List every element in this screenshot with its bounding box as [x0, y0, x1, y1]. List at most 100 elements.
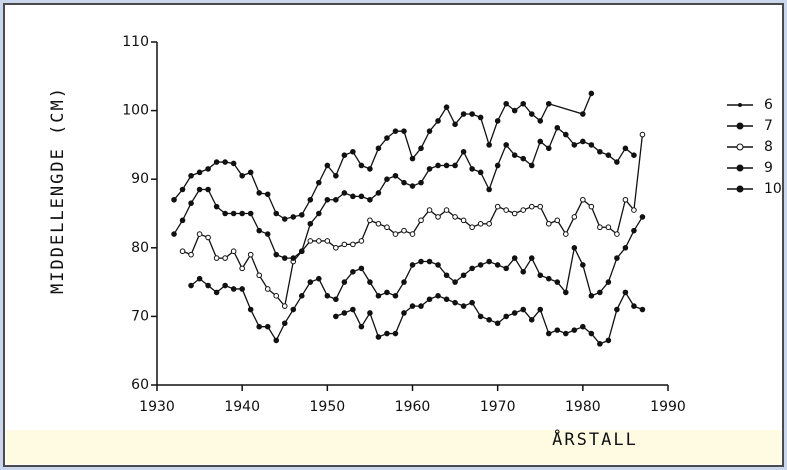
data-point — [435, 262, 441, 268]
data-point — [639, 131, 646, 138]
x-tick-label: 1960 — [395, 399, 431, 415]
data-point — [631, 152, 637, 158]
data-point — [486, 258, 492, 265]
data-point — [528, 111, 535, 117]
data-point — [528, 162, 535, 169]
y-tick-label: 70 — [131, 308, 149, 324]
data-point — [196, 169, 203, 176]
data-point — [316, 210, 322, 217]
data-point — [239, 210, 245, 217]
data-point — [188, 282, 194, 289]
data-point — [256, 323, 263, 330]
data-point — [247, 306, 254, 313]
data-point — [350, 269, 356, 275]
legend-marker — [736, 164, 744, 172]
data-point — [563, 131, 569, 138]
x-axis-label: ÅRSTALL — [552, 428, 638, 450]
data-point — [222, 159, 228, 165]
data-point — [213, 159, 220, 165]
data-point — [520, 269, 527, 275]
data-point — [443, 207, 450, 213]
legend-label: 7 — [764, 118, 773, 134]
data-point — [179, 248, 186, 255]
data-point — [273, 210, 280, 217]
data-point — [597, 341, 603, 347]
data-point — [477, 114, 484, 121]
data-point — [520, 306, 527, 313]
data-point — [273, 293, 280, 299]
data-point — [452, 214, 458, 220]
data-point — [418, 217, 424, 224]
data-point — [316, 275, 322, 282]
data-point — [409, 262, 416, 268]
data-point — [384, 289, 390, 296]
legend-marker — [736, 122, 744, 130]
data-point — [239, 265, 245, 272]
data-point — [358, 238, 365, 244]
data-point — [460, 217, 467, 224]
legend-marker — [736, 185, 744, 193]
data-point — [435, 293, 441, 299]
data-point — [307, 196, 314, 203]
data-point — [256, 272, 263, 279]
data-point — [375, 220, 382, 227]
x-tick-label: 1970 — [480, 399, 516, 415]
data-point — [213, 289, 220, 296]
data-point — [392, 128, 399, 134]
y-axis-label: MIDDELLENGDE (CM) — [48, 86, 68, 294]
data-point — [460, 303, 467, 309]
data-point — [588, 90, 595, 97]
data-point — [409, 231, 416, 237]
data-point — [418, 179, 424, 186]
legend-label: 10 — [764, 181, 782, 197]
data-point — [614, 159, 620, 165]
data-point — [545, 275, 552, 282]
data-point — [511, 152, 518, 158]
data-point — [401, 128, 407, 134]
data-point — [469, 224, 475, 231]
data-point — [545, 145, 552, 152]
data-point — [273, 337, 280, 344]
data-point — [222, 255, 228, 261]
data-point — [409, 303, 416, 309]
data-point — [222, 210, 228, 217]
data-point — [290, 306, 297, 313]
data-point — [409, 183, 416, 189]
data-point — [511, 210, 518, 217]
data-point — [281, 255, 288, 261]
data-point — [264, 323, 271, 330]
footer-strip — [6, 430, 781, 464]
data-point — [367, 166, 373, 172]
data-point — [384, 176, 390, 182]
data-point — [401, 279, 407, 285]
data-point — [452, 162, 458, 169]
data-point — [213, 203, 220, 210]
data-point — [588, 203, 595, 210]
data-point — [435, 162, 441, 169]
data-point — [520, 207, 527, 213]
data-point — [622, 145, 629, 152]
data-point — [316, 179, 322, 186]
data-point — [580, 138, 586, 145]
data-point — [528, 255, 535, 261]
data-point — [205, 186, 211, 193]
data-point — [571, 245, 578, 251]
data-point — [392, 231, 399, 237]
y-tick-label: 100 — [122, 103, 149, 119]
data-point — [239, 172, 245, 179]
data-point — [367, 310, 373, 316]
data-point — [511, 310, 518, 316]
data-point — [469, 265, 475, 272]
data-point — [537, 118, 544, 124]
data-point — [196, 186, 203, 193]
data-point — [307, 238, 314, 244]
data-point — [588, 293, 595, 299]
data-point — [247, 251, 254, 258]
data-point — [503, 207, 509, 213]
data-point — [477, 262, 484, 268]
data-point — [554, 327, 561, 333]
data-point — [298, 293, 305, 299]
data-point — [631, 207, 637, 213]
x-tick-label: 1930 — [139, 399, 175, 415]
data-point — [545, 330, 552, 337]
